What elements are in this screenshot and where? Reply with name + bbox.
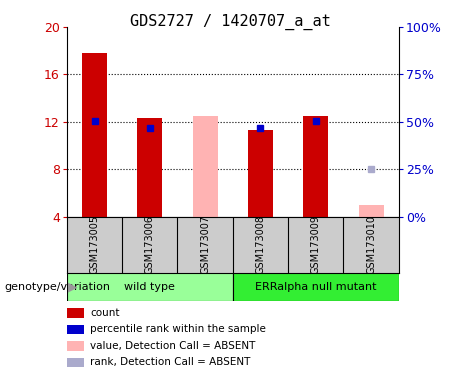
Bar	[193, 116, 218, 217]
Bar	[67, 273, 233, 301]
Text: count: count	[90, 308, 119, 318]
Text: GSM173007: GSM173007	[200, 215, 210, 274]
Text: GSM173005: GSM173005	[89, 215, 100, 274]
Bar	[248, 130, 273, 217]
Text: GSM173008: GSM173008	[255, 215, 266, 274]
Text: value, Detection Call = ABSENT: value, Detection Call = ABSENT	[90, 341, 255, 351]
Text: GSM173009: GSM173009	[311, 215, 321, 274]
Text: GSM173010: GSM173010	[366, 215, 376, 274]
Bar	[303, 116, 328, 217]
Text: GSM173006: GSM173006	[145, 215, 155, 274]
Bar	[82, 53, 107, 217]
Text: GDS2727 / 1420707_a_at: GDS2727 / 1420707_a_at	[130, 13, 331, 30]
Text: genotype/variation: genotype/variation	[5, 282, 111, 292]
Text: wild type: wild type	[124, 282, 175, 292]
Bar	[233, 273, 399, 301]
Text: ▶: ▶	[68, 281, 78, 293]
Text: percentile rank within the sample: percentile rank within the sample	[90, 324, 266, 334]
Text: rank, Detection Call = ABSENT: rank, Detection Call = ABSENT	[90, 358, 250, 367]
Bar	[359, 205, 384, 217]
Bar	[137, 118, 162, 217]
Text: ERRalpha null mutant: ERRalpha null mutant	[255, 282, 377, 292]
